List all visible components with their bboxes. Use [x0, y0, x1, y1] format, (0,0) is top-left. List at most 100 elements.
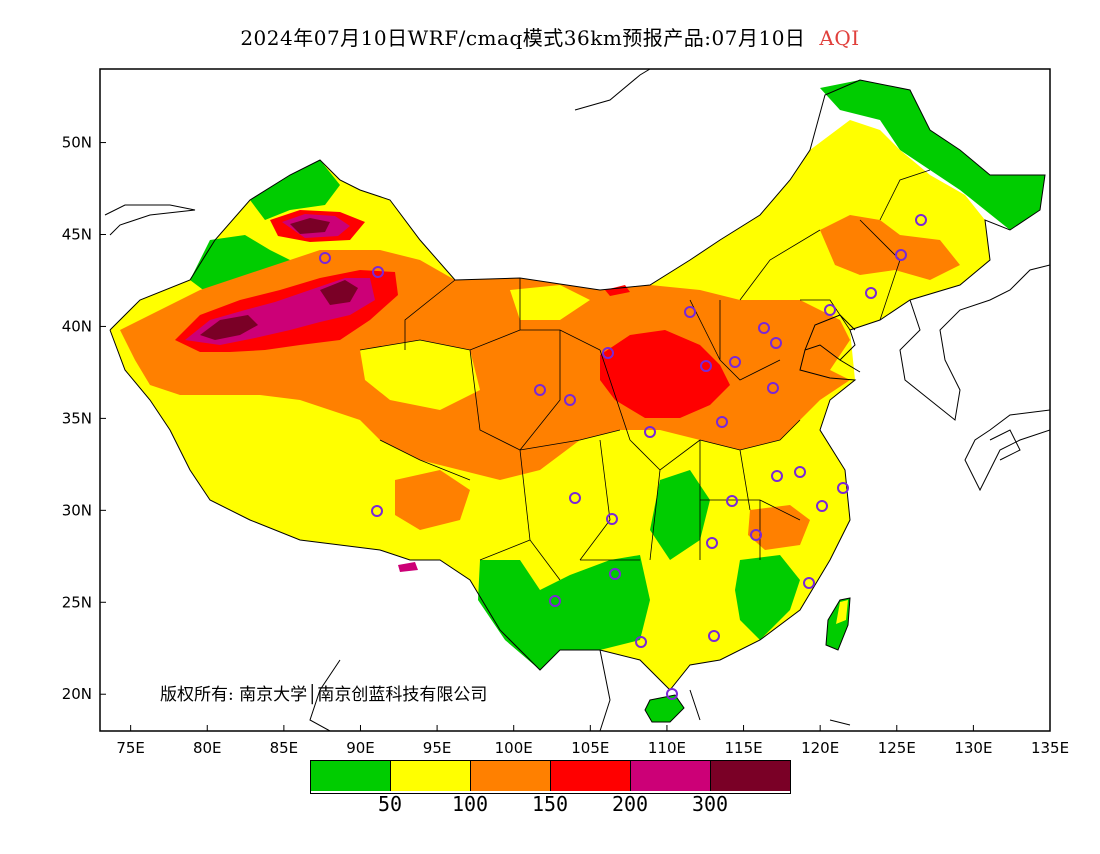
y-tick-label: 20N — [62, 685, 92, 703]
hainan-fill — [644, 694, 685, 723]
x-tick-label: 120E — [801, 739, 839, 757]
station-marker — [372, 266, 384, 278]
title-variable: AQI — [819, 26, 860, 50]
aqi-zone-green-northeast — [820, 80, 1045, 230]
aqi-fields — [110, 80, 1045, 723]
legend-swatch — [471, 761, 551, 791]
x-tick-label: 80E — [193, 739, 222, 757]
aqi-zone-yellow-inner — [360, 340, 480, 410]
x-tick-label: 85E — [270, 739, 299, 757]
title-text: 2024年07月10日WRF/cmaq模式36km预报产品:07月10日 — [240, 26, 806, 50]
legend-label: 150 — [531, 792, 569, 816]
legend-swatch — [311, 761, 391, 791]
x-tick-label: 105E — [571, 739, 609, 757]
aqi-zone-maroon-xinjiang — [200, 315, 258, 340]
aqi-zone-orange-east — [748, 505, 810, 550]
map-title: 2024年07月10日WRF/cmaq模式36km预报产品:07月10日 AQI — [0, 22, 1100, 51]
aqi-zone-maroon-xinjiang-2 — [320, 280, 358, 305]
x-tick-label: 130E — [954, 739, 992, 757]
station-marker — [602, 347, 614, 359]
station-marker — [609, 568, 621, 580]
legend-label: 100 — [451, 792, 489, 816]
legend-labels: 50 100 150 200 300 — [0, 792, 1100, 822]
station-marker — [758, 322, 770, 334]
x-tick-label: 75E — [116, 739, 145, 757]
color-legend — [310, 760, 791, 794]
map-frame — [99, 68, 1051, 732]
legend-label: 50 — [377, 792, 403, 816]
x-tick-label: 135E — [1031, 739, 1069, 757]
station-marker — [700, 360, 712, 372]
station-marker — [770, 337, 782, 349]
x-tick-label: 90E — [346, 739, 375, 757]
legend-swatch — [711, 761, 790, 791]
y-tick-label: 25N — [62, 593, 92, 611]
aqi-zone-yellow-inner-2 — [510, 285, 590, 320]
station-marker — [865, 287, 877, 299]
aqi-zone-magenta-tibet — [398, 562, 418, 572]
x-tick-label: 125E — [878, 739, 916, 757]
station-marker — [708, 630, 720, 642]
x-axis: 75E 80E 85E 90E 95E 100E 105E 110E 115E 120E 125E 1… — [116, 725, 1069, 757]
station-marker — [716, 416, 728, 428]
station-marker — [767, 382, 779, 394]
station-marker — [729, 356, 741, 368]
aqi-zone-maroon-xinjiang-north — [290, 218, 330, 234]
aqi-zone-orange-southwest — [395, 470, 470, 530]
station-marker — [816, 500, 828, 512]
sakhalin-coast — [574, 69, 651, 111]
aqi-zone-orange-northeast — [820, 215, 960, 280]
aqi-zone-green-northwest — [250, 160, 340, 220]
korea-coast — [899, 264, 1050, 421]
station-marker — [606, 513, 618, 525]
station-marker — [534, 384, 546, 396]
station-marker — [564, 394, 576, 406]
legend-swatch — [631, 761, 711, 791]
coastline-east — [669, 329, 857, 691]
legend-swatch — [551, 761, 631, 791]
station-marker — [794, 466, 806, 478]
x-tick-label: 115E — [724, 739, 762, 757]
station-marker — [771, 470, 783, 482]
legend-swatch — [391, 761, 471, 791]
station-marker — [726, 495, 738, 507]
station-marker — [915, 214, 927, 226]
aqi-zone-red-north-china — [600, 330, 730, 418]
station-marker — [837, 482, 849, 494]
y-tick-label: 30N — [62, 501, 92, 519]
copyright-text: 版权所有: 南京大学│南京创蓝科技有限公司 — [160, 685, 488, 705]
station-marker — [644, 426, 656, 438]
taiwan-yellow — [836, 600, 848, 624]
y-tick-label: 40N — [62, 317, 92, 335]
legend-label: 200 — [611, 792, 649, 816]
station-marker — [750, 529, 762, 541]
station-marker — [371, 505, 383, 517]
aqi-zone-green-southeast — [735, 555, 800, 640]
y-tick-label: 45N — [62, 226, 92, 244]
west-coast — [104, 204, 196, 236]
station-marker — [895, 249, 907, 261]
station-marker — [706, 537, 718, 549]
station-marker — [666, 688, 678, 700]
station-marker — [319, 252, 331, 264]
national-border-south — [109, 329, 671, 691]
station-marker — [803, 577, 815, 589]
station-marker — [569, 492, 581, 504]
x-tick-label: 100E — [495, 739, 533, 757]
boundaries — [104, 69, 1050, 731]
y-tick-label: 35N — [62, 409, 92, 427]
legend-label: 300 — [691, 792, 729, 816]
japan-coast — [964, 409, 1050, 492]
monitoring-stations — [319, 214, 927, 700]
station-marker — [549, 595, 561, 607]
station-marker — [824, 304, 836, 316]
y-axis: 20N 25N 30N 35N 40N 45N 50N — [62, 134, 106, 703]
station-marker — [684, 306, 696, 318]
aqi-zone-green-central — [650, 470, 710, 560]
aqi-zone-green-south — [478, 555, 650, 670]
x-tick-label: 95E — [423, 739, 452, 757]
national-border — [109, 79, 1046, 331]
station-marker — [635, 636, 647, 648]
